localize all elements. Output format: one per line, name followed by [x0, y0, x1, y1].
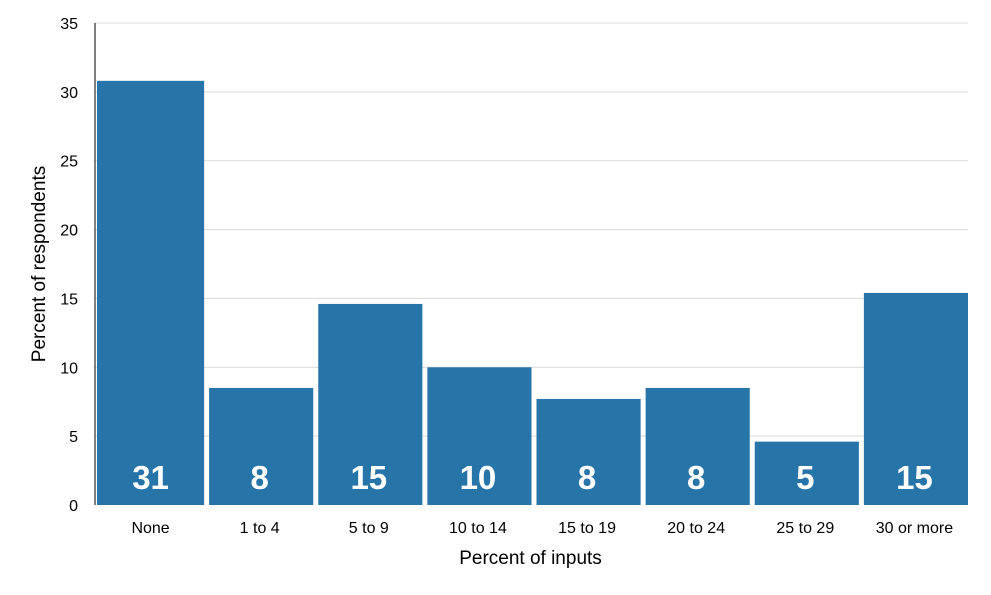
- x-tick-label: 20 to 24: [667, 520, 725, 537]
- gridlines: [95, 22, 968, 437]
- bar: [754, 441, 859, 505]
- data-label: 15: [896, 459, 933, 496]
- y-tick-label: 30: [60, 85, 78, 102]
- bar: [645, 387, 750, 505]
- data-label: 8: [251, 459, 269, 496]
- x-tick-labels: None 1 to 4 5 to 9 10 to 14 15 to 19 20 to 24…: [131, 520, 953, 537]
- data-labels: 31 8 15 10 8 8 5 15: [132, 459, 933, 496]
- x-tick-label: 1 to 4: [240, 520, 280, 537]
- x-tick-label: 25 to 29: [776, 520, 834, 537]
- y-tick-label: 25: [60, 154, 78, 171]
- data-label: 10: [460, 459, 497, 496]
- bar: [427, 367, 532, 505]
- x-tick-label: 30 or more: [876, 520, 953, 537]
- x-tick-label: 5 to 9: [349, 520, 389, 537]
- bar: [318, 303, 423, 505]
- bar: [863, 292, 968, 505]
- y-tick-label: 35: [60, 16, 78, 33]
- data-label: 8: [687, 459, 705, 496]
- data-label: 15: [350, 459, 387, 496]
- y-tick-label: 5: [69, 429, 78, 446]
- x-axis-title: Percent of inputs: [459, 548, 602, 569]
- bar: [209, 387, 314, 505]
- data-label: 8: [578, 459, 596, 496]
- y-tick-label: 20: [60, 223, 78, 240]
- bar: [97, 80, 205, 505]
- x-tick-label: 10 to 14: [449, 520, 507, 537]
- x-tick-label: 15 to 19: [558, 520, 616, 537]
- bar: [536, 398, 641, 505]
- y-tick-label: 10: [60, 360, 78, 377]
- y-tick-labels: 0 5 10 15 20 25 30 35: [60, 16, 78, 515]
- y-tick-label: 0: [69, 498, 78, 515]
- bars: [97, 80, 968, 505]
- y-tick-label: 15: [60, 291, 78, 308]
- y-axis-title: Percent of respondents: [29, 166, 50, 362]
- data-label: 5: [796, 459, 814, 496]
- x-tick-label: None: [131, 520, 169, 537]
- data-label: 31: [132, 459, 169, 496]
